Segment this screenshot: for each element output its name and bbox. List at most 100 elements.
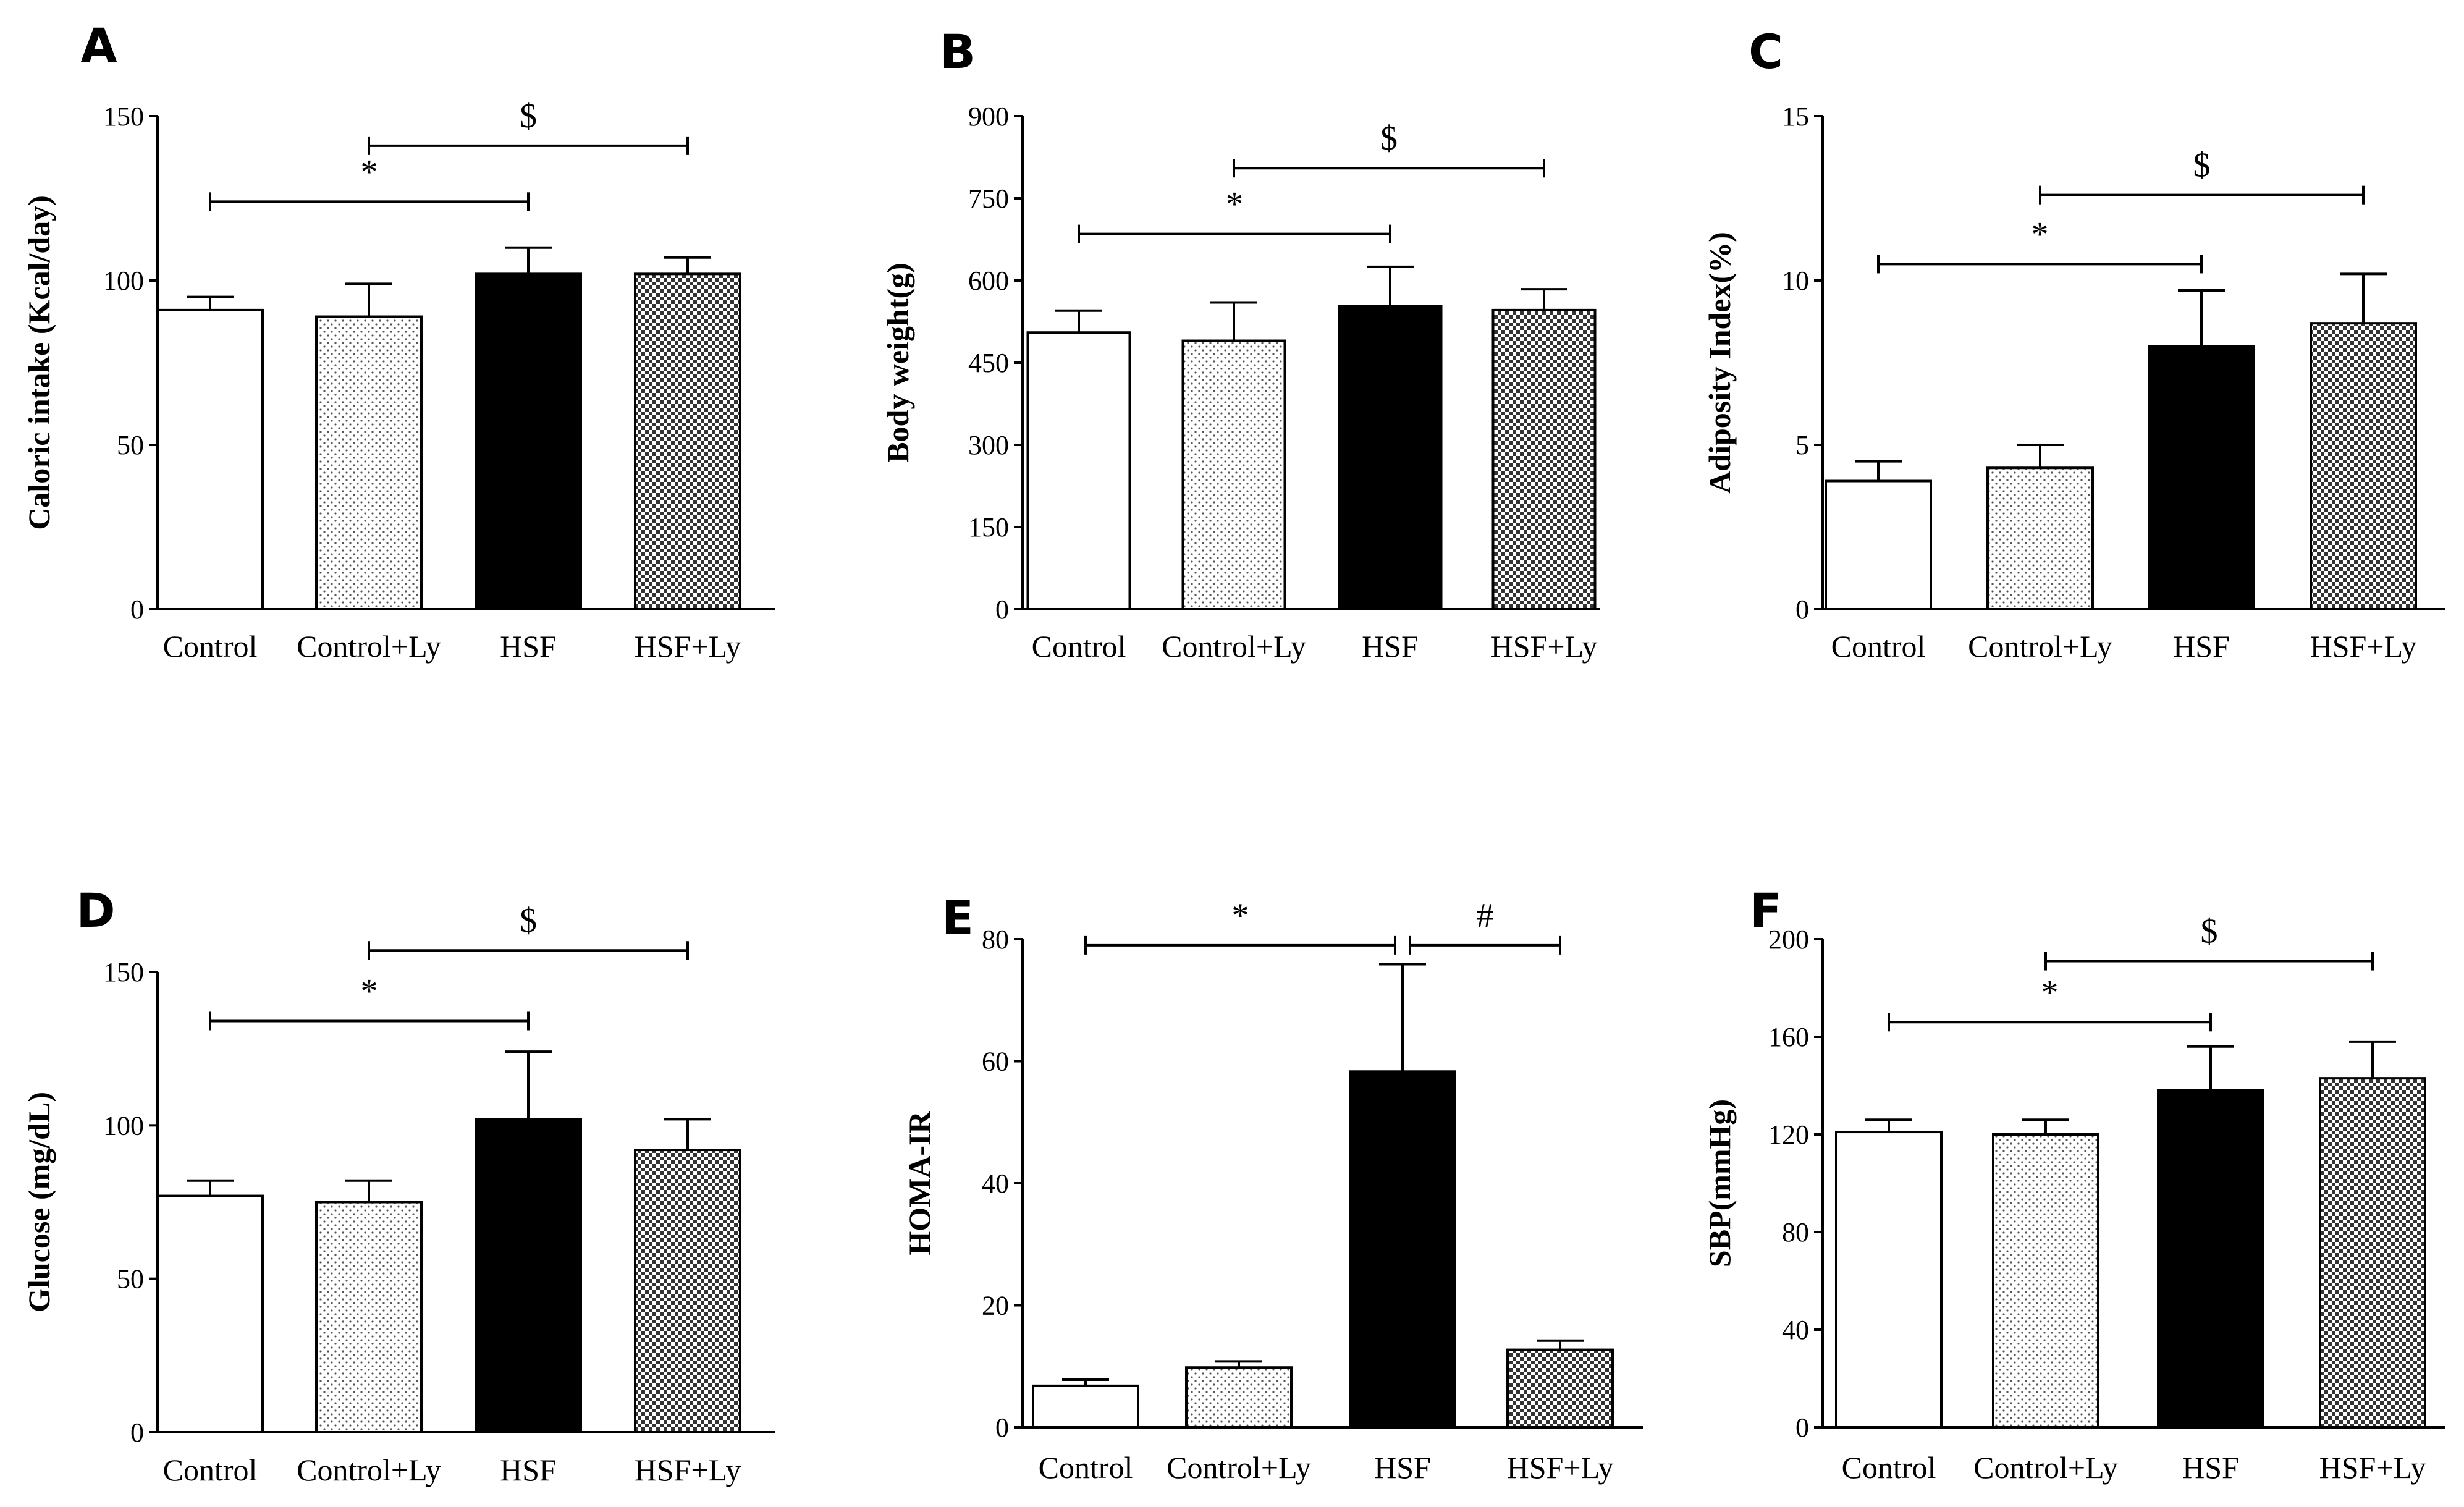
significance-label: $ <box>2201 913 2218 951</box>
bar <box>1349 1070 1456 1429</box>
y-tick-label: 750 <box>968 184 1009 214</box>
significance-label: * <box>361 153 378 191</box>
y-tick-label: 50 <box>117 430 144 460</box>
panel-letter: C <box>1749 24 1783 79</box>
x-category-label: Control <box>1039 1450 1133 1485</box>
x-category-label: HSF <box>2182 1450 2239 1485</box>
x-category-label: HSF <box>500 1453 557 1487</box>
x-category-label: Control+Ly <box>1973 1450 2118 1485</box>
y-tick-label: 40 <box>982 1168 1009 1199</box>
y-tick-label: 0 <box>1795 1412 1809 1443</box>
y-tick-label: 120 <box>1768 1120 1809 1150</box>
bar <box>2148 345 2255 611</box>
bar <box>156 308 264 610</box>
y-tick-label: 150 <box>103 101 144 132</box>
y-tick-label: 150 <box>103 957 144 987</box>
significance-label: $ <box>520 901 537 940</box>
x-category-label: Control <box>1032 629 1126 664</box>
significance-label: * <box>2041 973 2059 1011</box>
significance-label: * <box>1232 897 1249 935</box>
bar <box>634 272 741 610</box>
significance-label: # <box>1477 897 1494 935</box>
bar <box>634 1149 741 1433</box>
x-category-label: Control+Ly <box>1162 629 1306 664</box>
bar <box>2157 1089 2264 1429</box>
y-tick-label: 15 <box>1782 101 1809 132</box>
y-tick-label: 0 <box>130 594 144 625</box>
x-category-label: HSF+Ly <box>1491 629 1598 664</box>
bar <box>156 1194 264 1433</box>
bar <box>1032 1384 1139 1429</box>
y-axis-title: SBP(mmHg) <box>1702 1099 1737 1267</box>
x-category-label: Control+Ly <box>297 1453 441 1487</box>
bar <box>1992 1133 2099 1429</box>
bar <box>2310 322 2417 610</box>
x-category-label: HSF+Ly <box>2319 1450 2426 1485</box>
panel-letter: E <box>942 890 974 945</box>
y-tick-label: 40 <box>1782 1315 1809 1345</box>
x-category-label: Control <box>1831 629 1926 664</box>
y-tick-label: 60 <box>982 1047 1009 1077</box>
x-category-label: HSF+Ly <box>635 1453 741 1487</box>
y-tick-label: 300 <box>968 430 1009 460</box>
panel-letter: B <box>940 24 976 79</box>
x-category-label: Control+Ly <box>297 629 441 664</box>
x-category-label: Control+Ly <box>1968 629 2112 664</box>
y-tick-label: 80 <box>982 924 1009 955</box>
x-category-label: HSF+Ly <box>2310 629 2417 664</box>
y-tick-label: 50 <box>117 1264 144 1294</box>
panel-e: E 0 20 40 60 80 HOMA-IR Control Control+Ly HSF HSF… <box>902 890 1643 1485</box>
x-category-label: HSF <box>1374 1450 1431 1485</box>
bar <box>1185 1366 1293 1429</box>
significance-label: $ <box>2193 146 2211 185</box>
y-tick-label: 0 <box>130 1417 144 1448</box>
bar <box>1181 339 1286 610</box>
panel-a: A 0 50 100 150 Caloric intake (Kcal/day) Contr… <box>22 18 775 664</box>
panel-letter: D <box>76 883 115 938</box>
panel-letter: F <box>1750 883 1782 938</box>
x-category-label: Control <box>1842 1450 1936 1485</box>
x-category-label: HSF+Ly <box>1507 1450 1614 1485</box>
bar <box>1986 466 2094 610</box>
bar <box>315 315 423 611</box>
y-tick-label: 100 <box>103 266 144 296</box>
bar <box>1835 1131 1943 1429</box>
bar <box>1026 331 1131 610</box>
y-tick-label: 600 <box>968 266 1009 296</box>
x-category-label: Control <box>163 629 258 664</box>
bar <box>1506 1348 1614 1429</box>
y-tick-label: 80 <box>1782 1217 1809 1247</box>
y-tick-label: 0 <box>995 1412 1009 1443</box>
bar <box>315 1201 423 1433</box>
y-tick-label: 0 <box>1795 594 1809 625</box>
bar <box>2319 1077 2426 1429</box>
significance-label: * <box>1226 185 1243 224</box>
x-category-label: HSF+Ly <box>635 629 741 664</box>
bar <box>475 1118 582 1434</box>
bar <box>1491 308 1597 610</box>
significance-label: * <box>361 972 378 1010</box>
y-axis-title: Body weight(g) <box>880 263 915 463</box>
x-category-label: Control <box>163 1453 258 1487</box>
y-tick-label: 5 <box>1795 430 1809 460</box>
panel-d: D 0 50 100 150 Glucose (mg/dL) Control Control+… <box>22 883 775 1487</box>
x-category-label: HSF <box>1362 629 1419 664</box>
y-tick-label: 100 <box>103 1110 144 1141</box>
bar <box>1825 479 1932 611</box>
significance-label: $ <box>520 97 537 135</box>
significance-label: $ <box>1380 119 1398 158</box>
bar <box>475 272 582 610</box>
panel-f: F 0 40 80 120 160 200 SBP(mmHg) Control Control+L… <box>1702 883 2445 1485</box>
y-axis-title: Caloric intake (Kcal/day) <box>22 195 56 530</box>
x-category-label: Control+Ly <box>1167 1450 1311 1485</box>
y-tick-label: 160 <box>1768 1022 1809 1052</box>
y-tick-label: 450 <box>968 348 1009 378</box>
panel-b: B 0 150 300 450 600 750 900 Body weight(g) Contro… <box>880 24 1600 664</box>
bar <box>1338 305 1443 610</box>
panel-c: C 0 5 10 15 Adiposity Index(%) Control Control+… <box>1702 24 2445 664</box>
y-tick-label: 0 <box>995 594 1009 625</box>
panel-letter: A <box>81 18 117 73</box>
y-tick-label: 900 <box>968 101 1009 132</box>
y-tick-label: 200 <box>1768 924 1809 955</box>
